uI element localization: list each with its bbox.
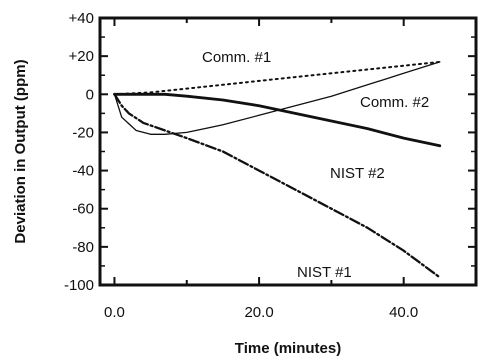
series-group bbox=[113, 60, 442, 279]
y-tick-label: +20 bbox=[69, 48, 94, 65]
series-label-comm-2: Comm. #2 bbox=[360, 94, 429, 111]
y-tick-label: -40 bbox=[72, 163, 94, 180]
y-tick-label: -80 bbox=[72, 239, 94, 256]
y-tick-label: 0 bbox=[86, 86, 94, 103]
y-tick-label: +40 bbox=[69, 10, 94, 27]
y-tick-label: -20 bbox=[72, 124, 94, 141]
labels-group: Time (minutes) Deviation in Output (ppm)… bbox=[12, 49, 429, 357]
plot-frame-group bbox=[98, 16, 478, 287]
series-line-comm-2 bbox=[113, 61, 441, 135]
series-line-comm-1 bbox=[113, 60, 441, 96]
series-label-nist-1: NIST #1 bbox=[297, 264, 352, 281]
series-line-nist-2 bbox=[113, 92, 442, 148]
x-axis-title: Time (minutes) bbox=[235, 340, 341, 357]
axis-ticks-group: +40 +20 0 -20 -40 -60 -80 -100 0.0 20.0 40.0 bbox=[64, 10, 477, 321]
series-line-nist-1 bbox=[113, 93, 441, 279]
plot-frame bbox=[98, 16, 478, 287]
x-tick-label: 40.0 bbox=[389, 304, 418, 321]
x-tick-label: 0.0 bbox=[104, 304, 125, 321]
y-axis-title: Deviation in Output (ppm) bbox=[12, 59, 29, 243]
series-label-nist-2: NIST #2 bbox=[330, 165, 385, 182]
y-tick-label: -60 bbox=[72, 201, 94, 218]
x-tick-label: 20.0 bbox=[244, 304, 273, 321]
series-label-comm-1: Comm. #1 bbox=[202, 49, 271, 66]
y-tick-label: -100 bbox=[64, 277, 94, 294]
